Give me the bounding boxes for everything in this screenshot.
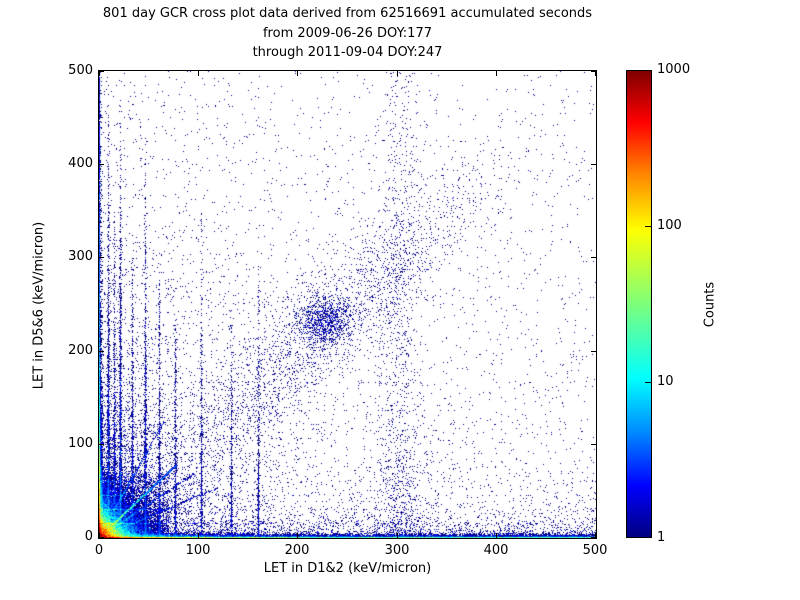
y-tick-mark-right: [591, 164, 596, 165]
x-tick-label: 400: [483, 543, 509, 558]
scatter-heatmap-canvas: [99, 71, 596, 538]
colorbar-tick-mark: [645, 226, 651, 227]
x-tick-mark-top: [297, 71, 298, 76]
y-tick-mark: [99, 164, 104, 165]
y-tick-label: 100: [68, 436, 93, 451]
y-axis-label: LET in D5&6 (keV/micron): [31, 221, 47, 390]
x-tick-mark-top: [397, 71, 398, 76]
plot-title: 801 day GCR cross plot data derived from…: [98, 4, 597, 63]
y-tick-label: 300: [68, 249, 93, 264]
y-tick-mark-right: [591, 444, 596, 445]
plot-title-line3: through 2011-09-04 DOY:247: [252, 45, 443, 60]
x-tick-mark: [496, 533, 497, 538]
y-tick-mark-right: [591, 351, 596, 352]
x-tick-label: 500: [582, 543, 608, 558]
colorbar-tick-label: 100: [657, 218, 682, 233]
x-tick-mark-top: [595, 71, 596, 76]
y-tick-mark-right: [591, 257, 596, 258]
y-tick-mark: [99, 537, 104, 538]
y-tick-mark-right: [591, 537, 596, 538]
x-tick-label: 300: [384, 543, 410, 558]
x-tick-mark-top: [198, 71, 199, 76]
x-tick-mark: [595, 533, 596, 538]
y-tick-label: 400: [68, 156, 93, 171]
y-tick-mark: [99, 257, 104, 258]
colorbar-tick-label: 1: [657, 530, 666, 545]
x-tick-label: 100: [185, 543, 211, 558]
plot-title-line2: from 2009-06-26 DOY:177: [262, 25, 432, 41]
plot-title-line1: 801 day GCR cross plot data derived from…: [102, 6, 593, 21]
x-tick-label: 200: [284, 543, 310, 558]
colorbar-tick-mark: [645, 382, 651, 383]
y-tick-mark: [99, 71, 104, 72]
y-tick-label: 200: [68, 343, 93, 358]
y-tick-label: 0: [84, 529, 93, 544]
y-tick-label: 500: [68, 63, 93, 78]
x-tick-mark-top: [496, 71, 497, 76]
colorbar-label: Counts: [702, 281, 718, 328]
x-axis-label: LET in D1&2 (keV/micron): [263, 561, 432, 576]
x-tick-mark: [397, 533, 398, 538]
y-tick-mark: [99, 351, 104, 352]
y-tick-mark-right: [591, 71, 596, 72]
colorbar: [626, 70, 652, 538]
colorbar-tick-label: 1000: [657, 62, 691, 77]
colorbar-tick-label: 10: [657, 374, 674, 389]
x-tick-mark: [198, 533, 199, 538]
x-tick-mark: [297, 533, 298, 538]
y-tick-mark: [99, 444, 104, 445]
x-tick-mark-top: [99, 71, 100, 76]
x-tick-label: 0: [94, 543, 104, 558]
x-tick-mark: [99, 533, 100, 538]
